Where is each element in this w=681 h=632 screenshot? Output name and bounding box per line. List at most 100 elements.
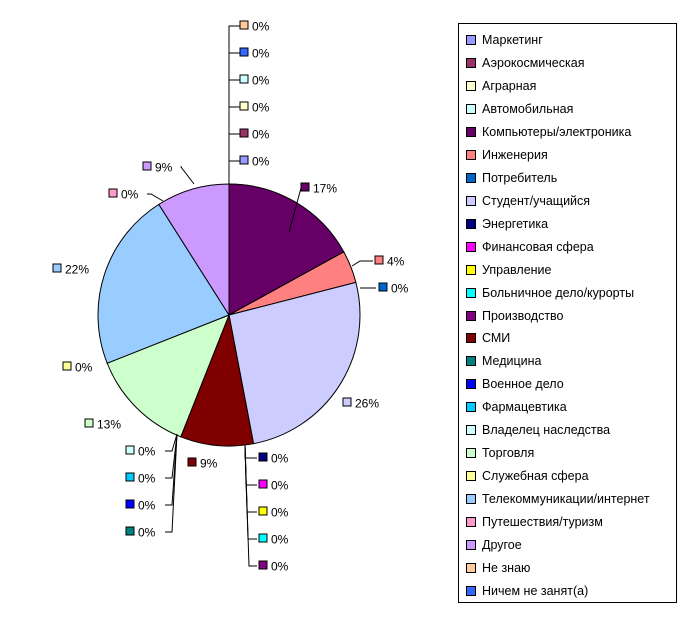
legend-label: Инженерия — [482, 147, 548, 162]
data-label-text-0: 0% — [252, 155, 270, 169]
data-label-text-16: 0% — [138, 472, 156, 486]
leader-line-4 — [288, 187, 302, 233]
legend-label: Маркетинг — [482, 33, 543, 47]
data-label-swatch-21 — [108, 188, 118, 198]
data-label-4: 17% — [300, 182, 337, 196]
legend-label: Автомобильная — [482, 101, 574, 116]
pie-slice-22 — [158, 183, 230, 317]
legend-label: СМИ — [482, 331, 511, 346]
legend-label: Фармацевтика — [482, 400, 567, 415]
legend-item: Медицина — [466, 354, 542, 368]
legend-label: Производство — [482, 308, 564, 323]
legend-item: Путешествия/туризм — [466, 515, 603, 529]
legend-label: Медицина — [482, 354, 542, 369]
legend-item: Студент/учащийся — [466, 194, 590, 208]
leader-line-22 — [179, 166, 195, 185]
legend-item: Финансовая сфера — [466, 240, 594, 254]
data-label-text-18: 13% — [97, 418, 121, 432]
legend-item: Инженерия — [466, 148, 548, 162]
legend-label: Больничное дело/курорты — [482, 285, 635, 300]
legend-swatch — [466, 333, 476, 344]
data-label-10: 0% — [258, 506, 289, 520]
data-label-text-1: 0% — [252, 128, 270, 142]
legend-item: Потребитель — [466, 171, 557, 185]
legend-swatch — [466, 540, 476, 551]
leader-line-15 — [165, 433, 178, 506]
legend-item: Производство — [466, 309, 564, 323]
legend-label: Энергетика — [482, 216, 549, 231]
data-label-swatch-8 — [258, 452, 268, 462]
data-label-swatch-0 — [239, 155, 249, 165]
data-label-5: 4% — [374, 255, 405, 269]
data-label-17: 0% — [125, 445, 156, 459]
data-label-text-14: 0% — [138, 526, 156, 540]
data-label-12: 0% — [258, 560, 289, 574]
legend-swatch — [466, 195, 476, 206]
legend-item: Компьютеры/электроника — [466, 125, 631, 139]
pie-slice-18 — [106, 314, 230, 438]
data-label-text-23: 0% — [252, 20, 270, 34]
legend-item: Другое — [466, 538, 522, 552]
data-label-swatch-10 — [258, 506, 268, 516]
data-label-13: 9% — [187, 457, 218, 471]
legend-label: Путешествия/туризм — [482, 515, 603, 530]
legend-swatch — [466, 586, 476, 597]
data-label-swatch-14 — [125, 526, 135, 536]
data-label-swatch-3 — [239, 74, 249, 84]
leader-line-5 — [351, 260, 373, 267]
legend-item: Не знаю — [466, 561, 530, 575]
legend-swatch — [466, 563, 476, 574]
pie-slices — [97, 183, 361, 447]
data-label-text-10: 0% — [271, 506, 289, 520]
data-label-swatch-1 — [239, 128, 249, 138]
leader-line-0 — [228, 160, 240, 184]
data-label-24: 0% — [239, 47, 270, 61]
legend: Маркетинг Аэрокосмическая Аграрная Автомоби… — [458, 23, 677, 603]
data-label-text-7: 26% — [355, 397, 379, 411]
legend-item: Телекоммуникации/интернет — [466, 492, 650, 506]
data-label-swatch-17 — [125, 445, 135, 455]
legend-swatch — [466, 126, 476, 137]
legend-item: Владелец наследства — [466, 423, 610, 437]
data-label-text-6: 0% — [391, 282, 409, 296]
leader-line-3 — [228, 79, 240, 184]
data-label-3: 0% — [239, 74, 270, 88]
data-label-1: 0% — [239, 128, 270, 142]
leader-line-2 — [228, 106, 240, 184]
legend-item: Аэрокосмическая — [466, 56, 584, 70]
data-label-swatch-22 — [142, 161, 152, 171]
leader-line-8 — [244, 445, 257, 459]
legend-label: Служебная сфера — [482, 469, 589, 484]
data-label-swatch-19 — [62, 361, 72, 371]
legend-label: Управление — [482, 262, 552, 277]
data-label-swatch-18 — [84, 418, 94, 428]
legend-item: Торговля — [466, 446, 534, 460]
data-label-text-4: 17% — [313, 182, 337, 196]
leader-line-16 — [165, 433, 178, 479]
data-label-text-9: 0% — [271, 479, 289, 493]
data-label-text-12: 0% — [271, 560, 289, 574]
data-label-text-21: 0% — [121, 188, 139, 202]
data-label-6: 0% — [378, 282, 409, 296]
legend-swatch — [466, 356, 476, 367]
legend-item: Служебная сфера — [466, 469, 589, 483]
legend-item: Аграрная — [466, 79, 536, 93]
data-label-swatch-7 — [342, 397, 352, 407]
leader-line-1 — [228, 133, 240, 184]
data-label-swatch-6 — [378, 282, 388, 292]
pie-slice-7 — [228, 281, 361, 445]
data-label-2: 0% — [239, 101, 270, 115]
legend-item: Фармацевтика — [466, 400, 567, 414]
leader-line-24 — [228, 52, 240, 184]
data-label-swatch-20 — [52, 263, 62, 273]
legend-label: Студент/учащийся — [482, 193, 591, 208]
data-labels: 0% 0% 0% 0% 17% 4% 0% 26% 0% 0% 0% 0% 0% 9% 0% 0% 0% 0% 13… — [52, 20, 409, 574]
legend-swatch — [466, 448, 476, 459]
legend-swatch — [466, 494, 476, 505]
legend-swatch — [466, 425, 476, 436]
data-label-swatch-11 — [258, 533, 268, 543]
data-label-text-3: 0% — [252, 74, 270, 88]
legend-swatch — [466, 310, 476, 321]
leader-line-9 — [244, 444, 257, 486]
